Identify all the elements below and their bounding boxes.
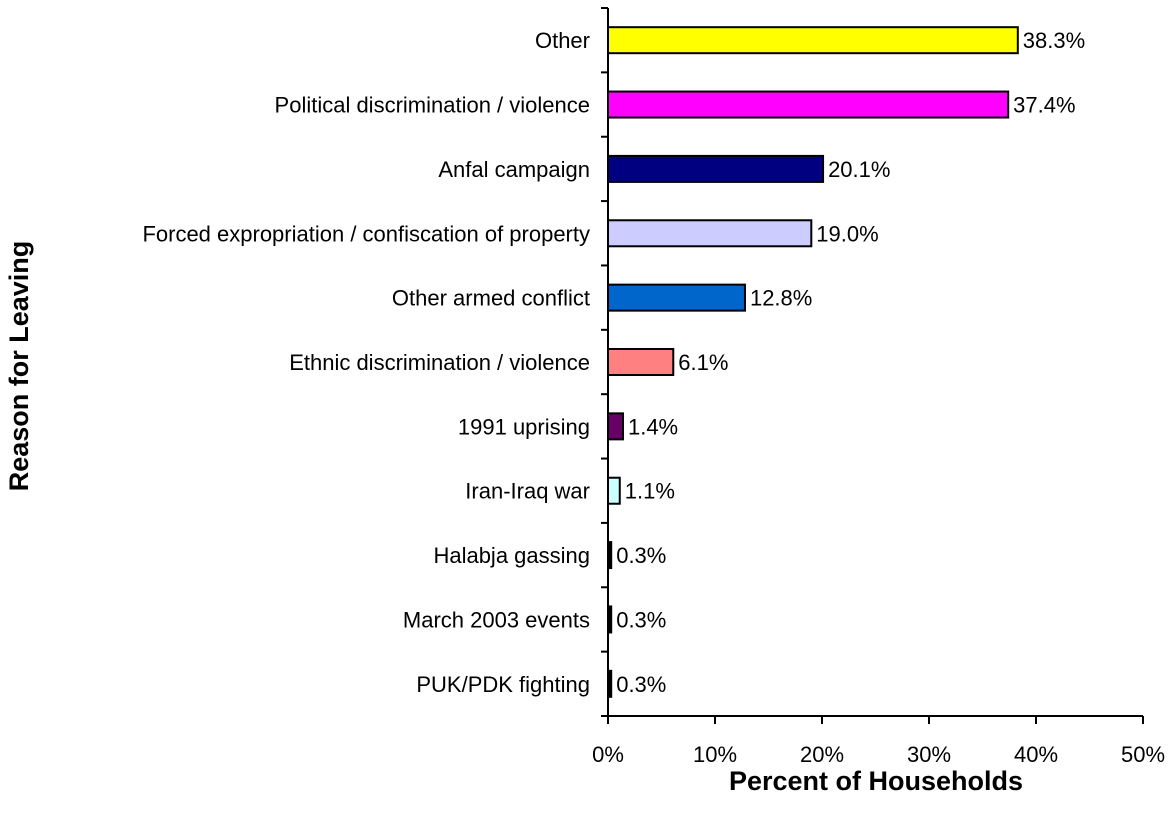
- category-label: Other: [535, 28, 590, 53]
- labels: Other 38.3% Political discrimination / vio…: [142, 28, 1165, 767]
- value-label: 20.1%: [828, 157, 890, 182]
- value-label: 0.3%: [616, 607, 666, 632]
- value-label: 0.3%: [616, 543, 666, 568]
- value-label: 1.4%: [628, 414, 678, 439]
- x-tick-label: 10%: [693, 742, 737, 767]
- x-tick-label: 40%: [1014, 742, 1058, 767]
- value-label: 38.3%: [1023, 28, 1085, 53]
- bar-8: [607, 476, 621, 505]
- category-label: Other armed conflict: [392, 286, 590, 311]
- category-label: Halabja gassing: [433, 543, 590, 568]
- category-label: PUK/PDK fighting: [416, 672, 590, 697]
- bar-7: [607, 412, 624, 441]
- x-tick-label: 30%: [907, 742, 951, 767]
- value-label: 19.0%: [816, 221, 878, 246]
- category-label: Iran-Iraq war: [465, 479, 590, 504]
- axes: [601, 7, 1144, 724]
- bar-3: [607, 154, 825, 183]
- value-label: 1.1%: [625, 479, 675, 504]
- category-label: Forced expropriation / confiscation of p…: [142, 221, 590, 246]
- x-axis-title: Percent of Households: [729, 766, 1023, 796]
- bar-2: [607, 90, 1010, 119]
- x-tick-label: 20%: [800, 742, 844, 767]
- category-label: Ethnic discrimination / violence: [289, 350, 590, 375]
- category-label: March 2003 events: [403, 607, 590, 632]
- bar-1: [607, 26, 1019, 55]
- category-label: Political discrimination / violence: [275, 93, 590, 118]
- bars: [607, 26, 1019, 698]
- x-tick-label: 0%: [592, 742, 624, 767]
- bar-6: [607, 348, 675, 376]
- y-axis-title: Reason for Leaving: [4, 241, 34, 492]
- value-label: 6.1%: [678, 350, 728, 375]
- bar-5: [607, 283, 746, 312]
- x-tick-label: 50%: [1121, 742, 1165, 767]
- category-label: Anfal campaign: [438, 157, 590, 182]
- value-label: 12.8%: [750, 286, 812, 311]
- value-label: 0.3%: [616, 672, 666, 697]
- value-label: 37.4%: [1013, 93, 1075, 118]
- category-label: 1991 uprising: [458, 414, 590, 439]
- bar-4: [607, 219, 813, 248]
